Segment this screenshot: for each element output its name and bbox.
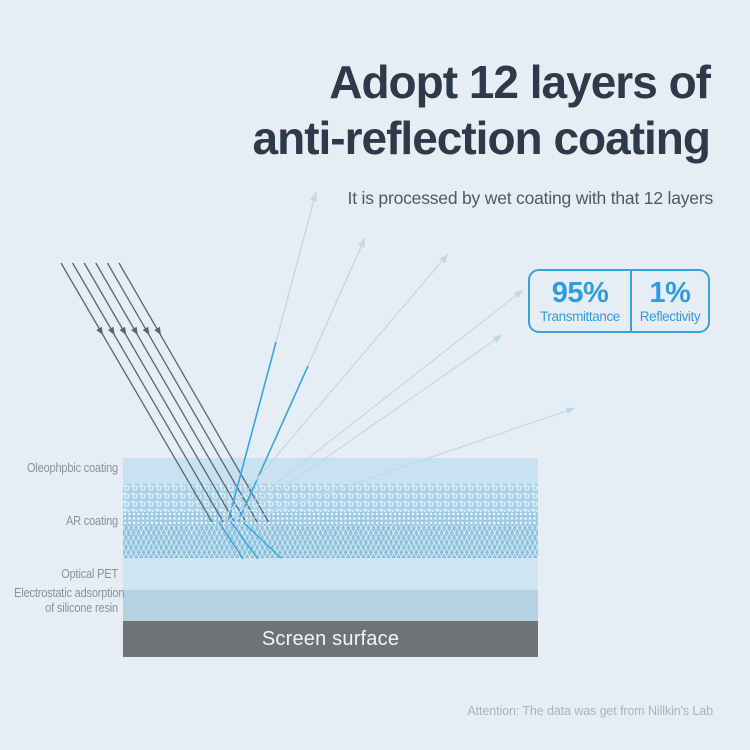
reflectivity-label: Reflectivity bbox=[639, 309, 701, 324]
label-optical-pet: Optical PET bbox=[61, 567, 118, 581]
transmittance-value: 95% bbox=[551, 277, 609, 309]
attention-note: Attention: The data was get from Nillkin… bbox=[467, 704, 713, 718]
layer-ar-coating-circles bbox=[123, 484, 538, 512]
page-title: Adopt 12 layers of anti-reflection coati… bbox=[252, 54, 711, 166]
layer-oleophobic-coating bbox=[123, 458, 538, 484]
layer-ar-coating-dots bbox=[123, 512, 538, 524]
title-line-2: anti-reflection coating bbox=[252, 112, 711, 164]
reflectivity-value: 1% bbox=[649, 277, 691, 309]
subtitle: It is processed by wet coating with that… bbox=[347, 188, 714, 208]
coating-layer-stack: Screen surface bbox=[123, 458, 538, 657]
label-electrostatic-line-1: Electrostatic adsorption bbox=[14, 586, 125, 600]
transmittance-label: Transmittance bbox=[540, 309, 620, 324]
layer-optical-pet bbox=[123, 558, 538, 590]
screen-surface-label: Screen surface bbox=[261, 627, 400, 650]
label-electrostatic-line-2: of silicone resin bbox=[45, 601, 118, 615]
label-oleophobic-coating: Oleophpbic coating bbox=[26, 461, 118, 475]
layer-ar-coating-chevrons bbox=[123, 524, 538, 558]
stat-reflectivity: 1% Reflectivity bbox=[632, 271, 708, 331]
label-electrostatic-adsorption: Electrostatic adsorption of silicone res… bbox=[14, 586, 125, 616]
layer-electrostatic-adsorption bbox=[123, 590, 538, 621]
stats-box: 95% Transmittance 1% Reflectivity bbox=[528, 269, 710, 333]
title-line-1: Adopt 12 layers of bbox=[329, 56, 711, 108]
layer-screen-surface: Screen surface bbox=[123, 621, 538, 657]
stat-transmittance: 95% Transmittance bbox=[530, 271, 632, 331]
label-ar-coating: AR coating bbox=[65, 514, 118, 528]
